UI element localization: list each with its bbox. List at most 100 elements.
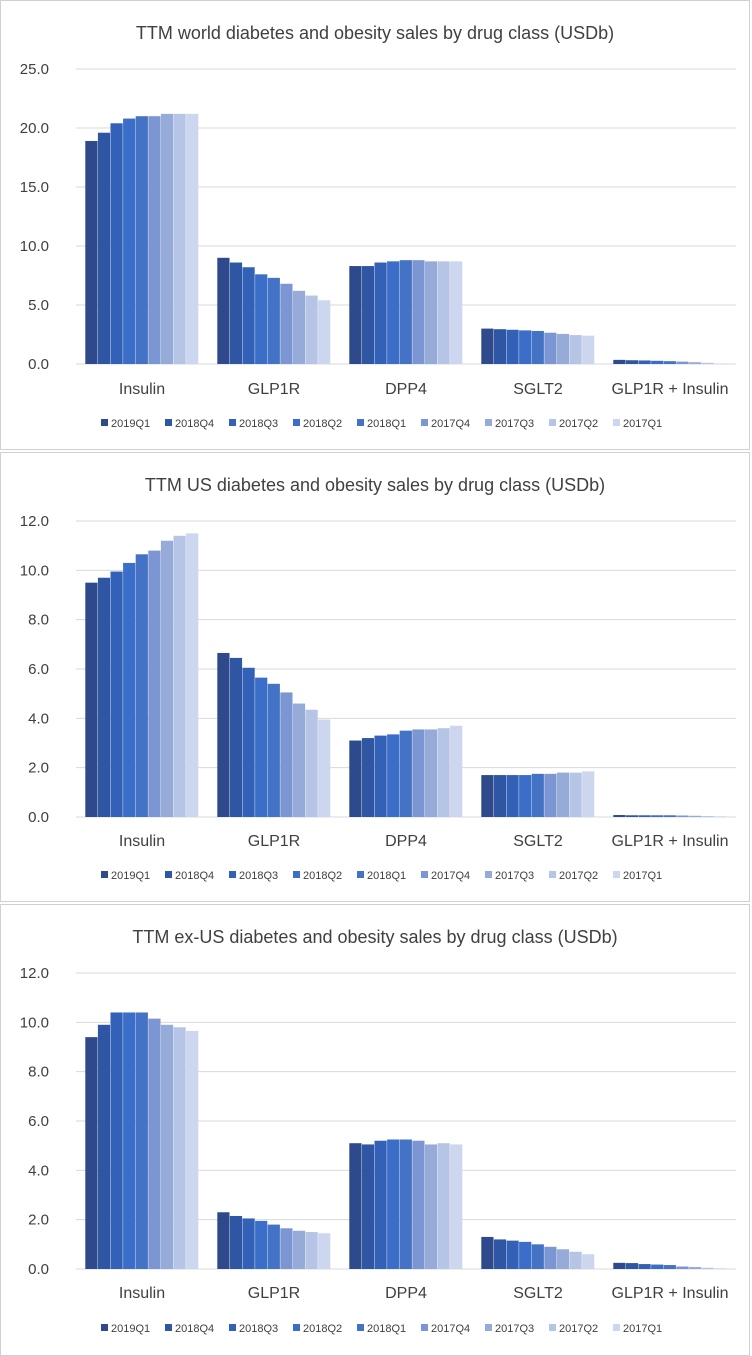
legend-label: 2018Q1	[367, 870, 406, 882]
category-label: GLP1R	[248, 381, 300, 398]
bar-2019Q1-GLP1R	[217, 652, 230, 817]
legend-swatch	[101, 419, 108, 426]
bar-2017Q4-DPP4	[412, 260, 425, 364]
ex-us-sales-chart-svg: TTM ex-US diabetes and obesity sales by …	[20, 927, 736, 1335]
legend-label: 2017Q4	[431, 418, 470, 430]
bar-2017Q3-GLP1RInsulin	[688, 815, 702, 817]
bar-2017Q1-Insulin	[186, 1030, 199, 1269]
bar-2017Q3-GLP1R	[292, 703, 306, 817]
bar-2018Q2-GLP1RInsulin	[651, 1264, 664, 1269]
category-label: GLP1R + Insulin	[612, 381, 729, 398]
category-label: SGLT2	[513, 381, 563, 398]
legend-label: 2018Q4	[175, 870, 214, 882]
y-tick-label: 8.0	[28, 612, 49, 629]
legend-label: 2017Q2	[559, 418, 598, 430]
legend-swatch	[485, 419, 492, 426]
bar-2018Q4-Insulin	[97, 1024, 111, 1269]
bar-2017Q4-Insulin	[148, 116, 161, 364]
y-tick-label: 12.0	[20, 513, 49, 530]
category-label: GLP1R + Insulin	[612, 833, 729, 850]
y-tick-label: 4.0	[28, 1162, 49, 1179]
bar-2017Q2-GLP1RInsulin	[701, 816, 714, 817]
us-sales-chart: TTM US diabetes and obesity sales by dru…	[0, 452, 750, 902]
bar-2018Q4-Insulin	[97, 577, 111, 817]
bar-2018Q4-SGLT2	[493, 329, 507, 364]
bar-2017Q2-GLP1RInsulin	[701, 1267, 714, 1269]
legend-label: 2018Q2	[303, 418, 342, 430]
legend-swatch	[613, 419, 620, 426]
bar-2017Q1-Insulin	[186, 533, 199, 817]
bar-2019Q1-GLP1RInsulin	[613, 359, 626, 364]
bar-2017Q2-SGLT2	[569, 1251, 582, 1269]
y-tick-label: 0.0	[28, 809, 49, 826]
bar-2019Q1-GLP1RInsulin	[613, 1262, 626, 1269]
bar-2018Q1-DPP4	[399, 730, 412, 817]
bar-2018Q1-Insulin	[135, 554, 148, 817]
bar-2018Q3-GLP1RInsulin	[638, 360, 651, 364]
legend-label: 2017Q1	[623, 1323, 662, 1335]
bar-2019Q1-DPP4	[349, 266, 362, 364]
bar-2018Q2-GLP1RInsulin	[651, 360, 664, 364]
y-tick-label: 15.0	[20, 179, 49, 196]
bar-2019Q1-DPP4	[349, 1143, 362, 1269]
legend-swatch	[293, 1324, 300, 1331]
world-sales-chart: TTM world diabetes and obesity sales by …	[0, 0, 750, 450]
bar-2018Q1-GLP1RInsulin	[663, 361, 676, 364]
bar-2018Q3-DPP4	[374, 1140, 387, 1269]
bar-2017Q2-SGLT2	[569, 772, 582, 817]
bar-2018Q4-GLP1R	[229, 1215, 243, 1269]
bar-2018Q4-GLP1R	[229, 657, 243, 817]
bar-2017Q1-SGLT2	[582, 335, 595, 364]
bar-2018Q1-SGLT2	[531, 1244, 544, 1269]
bar-2018Q2-DPP4	[387, 734, 400, 817]
bar-2018Q3-SGLT2	[506, 329, 519, 364]
bar-2018Q3-GLP1RInsulin	[638, 1264, 651, 1269]
bar-2018Q1-GLP1R	[267, 1224, 280, 1269]
bar-2017Q4-GLP1RInsulin	[676, 361, 689, 364]
legend-label: 2017Q3	[495, 418, 534, 430]
y-tick-label: 10.0	[20, 562, 49, 579]
ex-us-sales-chart: TTM ex-US diabetes and obesity sales by …	[0, 904, 750, 1356]
bar-2018Q1-GLP1R	[267, 277, 280, 364]
bar-2017Q1-DPP4	[450, 725, 463, 817]
bar-2018Q1-DPP4	[399, 1139, 412, 1269]
legend-swatch	[229, 419, 236, 426]
bar-2017Q1-GLP1R	[318, 719, 331, 817]
legend-label: 2018Q2	[303, 870, 342, 882]
category-label: DPP4	[385, 381, 427, 398]
legend-label: 2018Q3	[239, 1323, 278, 1335]
bar-2017Q2-GLP1R	[305, 295, 318, 364]
y-tick-label: 6.0	[28, 661, 49, 678]
bar-2017Q4-Insulin	[148, 1018, 161, 1269]
bar-2017Q2-DPP4	[437, 261, 450, 364]
bar-2018Q2-SGLT2	[519, 330, 532, 364]
legend-label: 2017Q4	[431, 870, 470, 882]
bar-2017Q2-GLP1RInsulin	[701, 362, 714, 364]
y-tick-label: 2.0	[28, 760, 49, 777]
y-tick-label: 0.0	[28, 1261, 49, 1278]
bar-2017Q1-Insulin	[186, 113, 199, 364]
legend-swatch	[293, 419, 300, 426]
bar-2017Q3-Insulin	[160, 113, 174, 364]
legend-label: 2018Q4	[175, 418, 214, 430]
legend-label: 2019Q1	[111, 1323, 150, 1335]
bar-2018Q4-DPP4	[361, 266, 375, 364]
bar-2018Q1-SGLT2	[531, 773, 544, 817]
legend-swatch	[485, 1324, 492, 1331]
category-label: Insulin	[119, 833, 165, 850]
bar-2018Q3-DPP4	[374, 262, 387, 364]
legend-swatch	[293, 871, 300, 878]
y-tick-label: 5.0	[28, 297, 49, 314]
bar-2018Q1-Insulin	[135, 1012, 148, 1269]
category-label: DPP4	[385, 1285, 427, 1302]
legend-label: 2017Q3	[495, 1323, 534, 1335]
chart-title: TTM US diabetes and obesity sales by dru…	[145, 475, 605, 495]
bar-2018Q2-GLP1RInsulin	[651, 815, 664, 817]
bar-2017Q1-GLP1RInsulin	[714, 363, 727, 364]
y-tick-label: 8.0	[28, 1064, 49, 1081]
bar-2018Q4-Insulin	[97, 132, 111, 364]
bar-2018Q3-SGLT2	[506, 1240, 519, 1269]
bar-2017Q4-GLP1RInsulin	[676, 815, 689, 817]
legend-swatch	[165, 1324, 172, 1331]
bar-2018Q1-GLP1RInsulin	[663, 815, 676, 817]
